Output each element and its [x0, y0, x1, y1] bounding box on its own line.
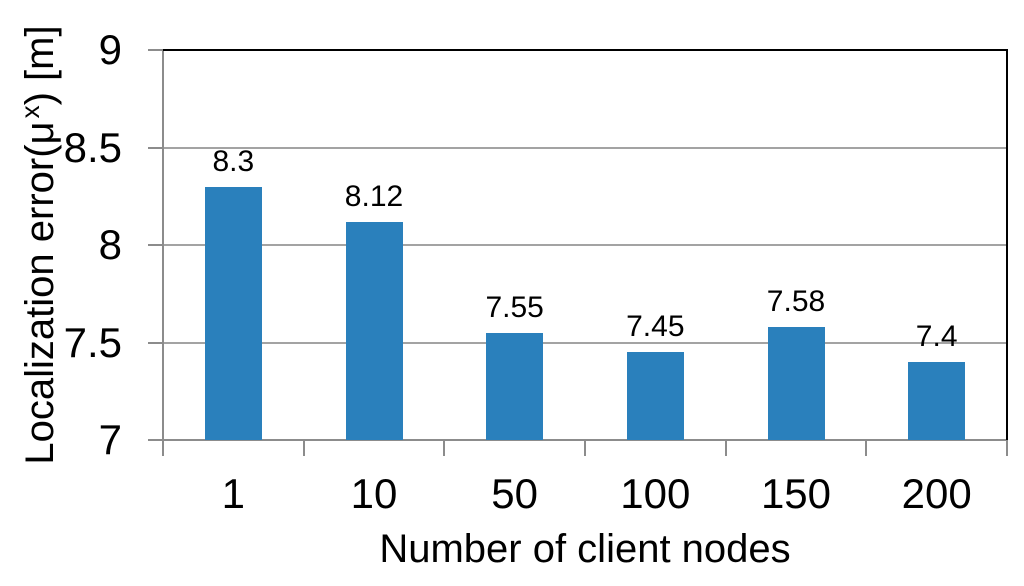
- bar: [767, 326, 825, 440]
- plot-border-top: [163, 49, 1007, 51]
- bar-value-label: 8.3: [212, 144, 255, 178]
- x-tick-label: 50: [491, 470, 539, 517]
- y-axis-title-prefix: Localization error(μ: [18, 121, 62, 465]
- bar: [204, 186, 262, 440]
- bar-value-label: 7.4: [915, 320, 958, 353]
- x-axis-title: Number of client nodes: [379, 527, 791, 571]
- bar-value-label: 7.45: [626, 310, 685, 344]
- gridline: [163, 244, 1007, 246]
- gridline: [163, 146, 1007, 149]
- y-tick-label: 7.5: [63, 318, 122, 366]
- x-tick-mark: [162, 440, 164, 456]
- bar: [345, 221, 403, 440]
- y-tick-mark: [148, 244, 163, 246]
- plot-area: 7 7.5 8 8.5 9 8.3 1 8.12 10 7.55 50 7.45 100 7.58 150 7…: [64, 27, 1008, 517]
- bar: [626, 352, 684, 440]
- y-tick-mark: [148, 49, 163, 51]
- y-axis-title-superscript: x: [15, 105, 45, 119]
- x-tick-mark: [865, 440, 868, 456]
- x-tick-mark: [724, 440, 727, 456]
- x-tick-mark: [302, 440, 305, 456]
- bar: [486, 332, 544, 440]
- bar-value-label: 7.55: [485, 290, 544, 324]
- x-tick-label: 200: [901, 470, 972, 517]
- gridline: [163, 341, 1007, 344]
- y-tick-mark: [148, 146, 163, 149]
- y-tick-label: 8.5: [63, 123, 122, 171]
- bar-value-label: 8.12: [344, 179, 404, 213]
- x-tick-mark: [1006, 440, 1008, 456]
- y-tick-mark: [148, 341, 163, 344]
- x-tick-label: 10: [350, 470, 398, 517]
- y-axis-line: [162, 50, 164, 440]
- y-tick-label: 7: [98, 416, 122, 463]
- y-tick-label: 8: [98, 221, 122, 268]
- bar: [908, 362, 966, 440]
- x-tick-mark: [443, 440, 446, 456]
- x-tick-label: 1: [221, 470, 246, 517]
- y-tick-mark: [148, 439, 163, 441]
- plot-border-right: [1006, 49, 1008, 441]
- y-tick-label: 9: [98, 26, 122, 73]
- x-tick-mark: [584, 440, 586, 456]
- x-tick-label: 150: [760, 470, 832, 517]
- x-tick-label: 100: [620, 470, 691, 517]
- bar-value-label: 7.58: [766, 284, 826, 318]
